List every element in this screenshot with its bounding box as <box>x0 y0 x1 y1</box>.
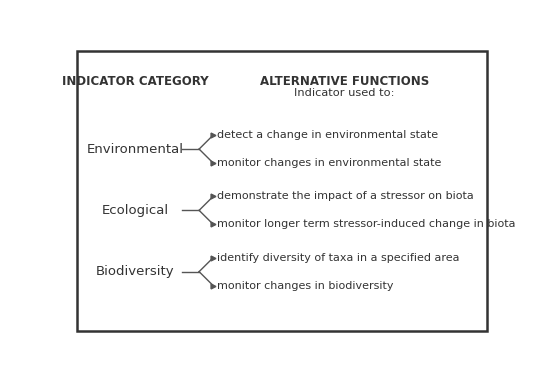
Text: Indicator used to:: Indicator used to: <box>294 88 395 98</box>
Text: detect a change in environmental state: detect a change in environmental state <box>218 130 439 140</box>
FancyBboxPatch shape <box>77 51 488 332</box>
Text: monitor changes in biodiversity: monitor changes in biodiversity <box>218 281 394 291</box>
Text: monitor longer term stressor-induced change in biota: monitor longer term stressor-induced cha… <box>218 219 516 229</box>
Text: Environmental: Environmental <box>87 143 183 156</box>
Text: Ecological: Ecological <box>101 204 169 217</box>
Text: Biodiversity: Biodiversity <box>96 265 174 278</box>
Text: monitor changes in environmental state: monitor changes in environmental state <box>218 158 442 168</box>
Text: INDICATOR CATEGORY: INDICATOR CATEGORY <box>62 75 208 88</box>
Text: identify diversity of taxa in a specified area: identify diversity of taxa in a specifie… <box>218 253 460 263</box>
Text: demonstrate the impact of a stressor on biota: demonstrate the impact of a stressor on … <box>218 191 474 201</box>
Text: ALTERNATIVE FUNCTIONS: ALTERNATIVE FUNCTIONS <box>260 75 429 88</box>
